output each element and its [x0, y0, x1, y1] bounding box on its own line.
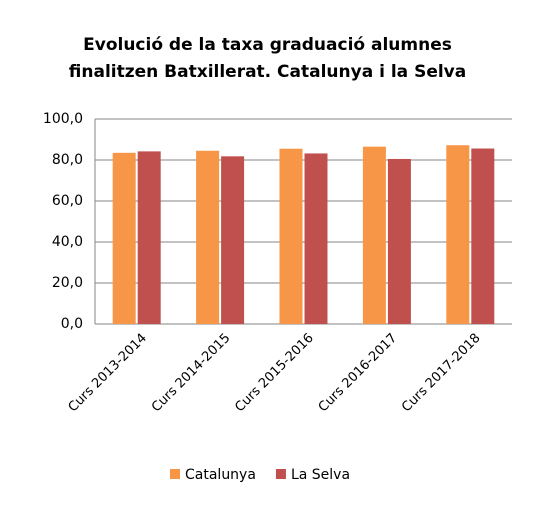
x-tick-label: Curs 2013-2014	[66, 331, 150, 415]
x-tick-label: Curs 2015-2016	[232, 331, 316, 415]
bar	[112, 152, 136, 324]
y-tick-label: 40,0	[52, 234, 83, 250]
x-tick-label: Curs 2014-2015	[149, 331, 233, 415]
legend-swatch	[170, 469, 180, 479]
chart-title: Evolució de la taxa graduació alumnes fi…	[68, 35, 467, 82]
x-tick-label: Curs 2017-2018	[399, 331, 483, 415]
bar	[362, 146, 386, 324]
y-tick-label: 80,0	[52, 152, 83, 168]
legend-label: Catalunya	[185, 467, 256, 483]
bar	[387, 158, 411, 324]
legend-label: La Selva	[291, 467, 350, 483]
bar	[221, 156, 245, 324]
bar	[471, 148, 495, 324]
bar	[446, 145, 470, 324]
x-tick-label: Curs 2016-2017	[316, 331, 400, 415]
legend-swatch	[275, 469, 286, 479]
bar	[304, 153, 328, 324]
bar	[196, 150, 220, 324]
y-tick-label: 20,0	[52, 275, 83, 291]
bar	[279, 148, 303, 324]
bar	[137, 151, 161, 324]
y-tick-label: 100,0	[43, 111, 83, 127]
y-tick-label: 60,0	[52, 193, 83, 209]
y-tick-label: 0,0	[61, 316, 83, 332]
